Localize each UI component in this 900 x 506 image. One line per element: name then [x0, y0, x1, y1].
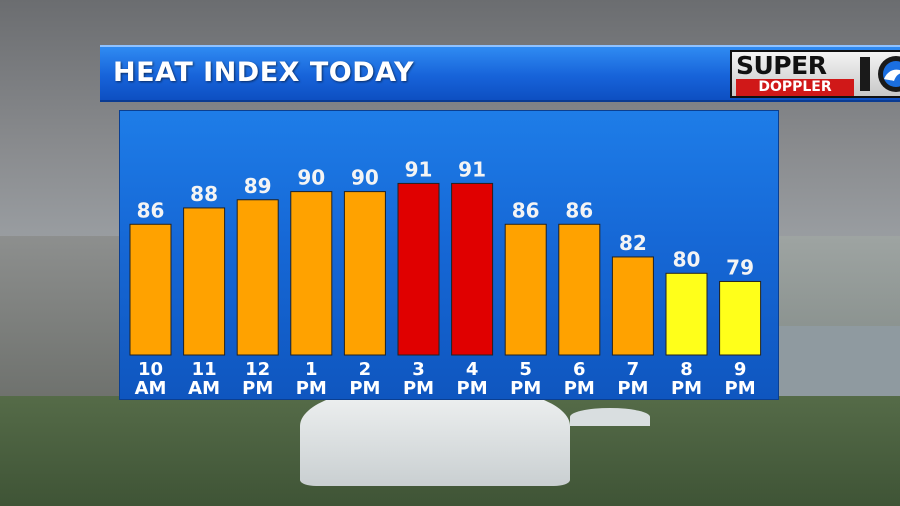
background-buildings-left: [0, 236, 130, 406]
bar-8-pm: [665, 272, 708, 356]
data-label: 90: [297, 166, 325, 190]
page-title: HEAT INDEX TODAY: [113, 57, 415, 88]
bar-2-pm: [343, 191, 386, 356]
x-tick-label: PM: [671, 378, 702, 399]
x-tick-label: 8: [680, 359, 693, 380]
data-label: 89: [244, 174, 272, 198]
data-label: 86: [137, 198, 165, 222]
x-tick-label: 11: [192, 359, 217, 380]
chart-panel: 86 10 AM 88 11 AM 89 12 PM 90 1 PM 90 2 PM 91 3 PM 91 4 PM 86…: [119, 110, 779, 400]
bar-4-pm: [451, 182, 494, 356]
x-tick-label: 6: [573, 359, 586, 380]
x-tick-label: 2: [359, 359, 372, 380]
x-tick-label: PM: [617, 378, 648, 399]
x-tick-label: PM: [242, 378, 273, 399]
x-tick-label: 9: [734, 359, 747, 380]
background-photo: [0, 236, 900, 506]
x-tick-label: 1: [305, 359, 318, 380]
x-tick-label: PM: [403, 378, 434, 399]
data-label: 88: [190, 182, 218, 206]
x-tick-label: PM: [564, 378, 595, 399]
logo-super-text: SUPER: [736, 51, 827, 80]
x-tick-label: 7: [627, 359, 640, 380]
station-logo: SUPER DOPPLER: [730, 50, 900, 98]
data-label: 80: [673, 247, 701, 271]
bar-11-am: [183, 207, 226, 356]
x-tick-label: 4: [466, 359, 479, 380]
background-pavilion: [300, 386, 570, 486]
data-label: 91: [458, 157, 486, 181]
background-water: [760, 326, 900, 396]
logo-doppler-text: DOPPLER: [736, 79, 854, 96]
bar-5-pm: [504, 223, 547, 356]
x-tick-label: PM: [510, 378, 541, 399]
data-label: 86: [512, 198, 540, 222]
data-label: 90: [351, 166, 379, 190]
bar-3-pm: [397, 182, 440, 356]
title-bar: HEAT INDEX TODAY SUPER DOPPLER: [100, 45, 900, 102]
x-tick-label: AM: [188, 378, 220, 399]
bar-1-pm: [290, 191, 333, 356]
bar-12-pm: [236, 199, 279, 356]
x-tick-label: PM: [457, 378, 488, 399]
x-tick-label: AM: [135, 378, 167, 399]
logo-10-wave-icon: [860, 56, 900, 92]
x-tick-label: 3: [412, 359, 425, 380]
x-tick-label: 12: [245, 359, 270, 380]
x-tick-label: PM: [296, 378, 327, 399]
data-label: 91: [405, 157, 433, 181]
data-label: 82: [619, 231, 647, 255]
data-label: 86: [565, 198, 593, 222]
data-label: 79: [726, 255, 754, 279]
heat-index-bar-chart: 8610AM8811AM8912PM901PM902PM913PM914PM86…: [129, 157, 762, 399]
bar-10-am: [129, 223, 172, 356]
bar-9-pm: [719, 280, 762, 356]
bar-7-pm: [611, 256, 654, 356]
x-tick-label: 10: [138, 359, 163, 380]
background-canopy: [570, 408, 650, 426]
x-tick-label: 5: [519, 359, 532, 380]
bar-6-pm: [558, 223, 601, 356]
x-tick-label: PM: [725, 378, 756, 399]
x-tick-label: PM: [349, 378, 380, 399]
